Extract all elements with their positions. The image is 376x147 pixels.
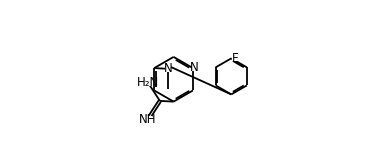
Text: NH: NH <box>139 113 157 126</box>
Text: H₂N: H₂N <box>136 76 159 89</box>
Text: N: N <box>190 61 199 74</box>
FancyBboxPatch shape <box>165 66 171 72</box>
FancyBboxPatch shape <box>192 64 197 71</box>
FancyBboxPatch shape <box>232 55 238 61</box>
FancyBboxPatch shape <box>143 80 153 86</box>
Text: F: F <box>232 52 238 65</box>
Text: N: N <box>164 62 172 75</box>
FancyBboxPatch shape <box>144 116 152 122</box>
